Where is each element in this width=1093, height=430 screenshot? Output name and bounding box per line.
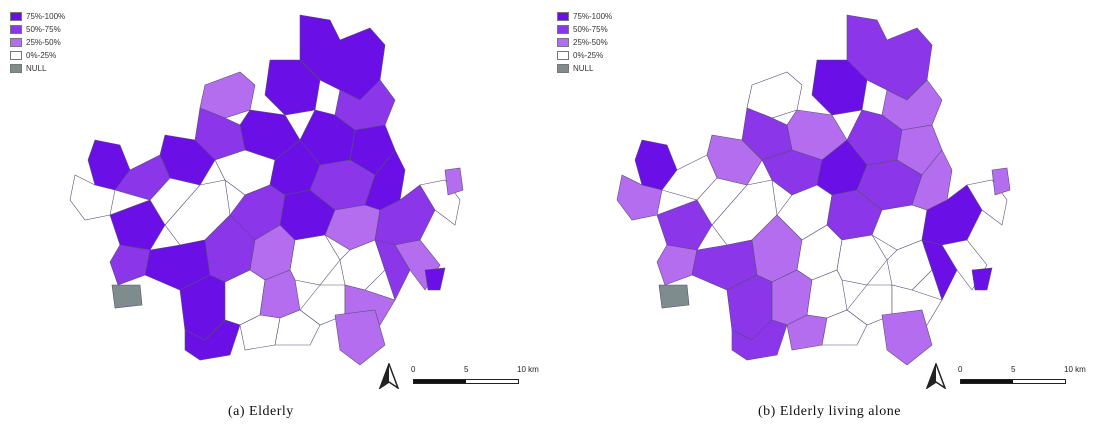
- legend-swatch: [10, 25, 22, 34]
- legend-item: 0%-25%: [10, 49, 65, 62]
- legend-item: 75%-100%: [557, 10, 612, 23]
- map-legend: 75%-100% 50%-75% 25%-50% 0%-25% NULL: [10, 10, 65, 75]
- legend-label: 50%-75%: [573, 25, 608, 34]
- legend-item: 75%-100%: [10, 10, 65, 23]
- scale-track: [960, 379, 1066, 384]
- legend-label: 75%-100%: [573, 12, 613, 21]
- legend-swatch: [557, 38, 569, 47]
- legend-item: NULL: [557, 62, 612, 75]
- map-panel-elderly-living-alone: 75%-100% 50%-75% 25%-50% 0%-25% NULL 0 5…: [547, 0, 1093, 430]
- scale-tick-label: 0: [411, 365, 416, 374]
- legend-item: 0%-25%: [557, 49, 612, 62]
- legend-label: 75%-100%: [26, 12, 66, 21]
- map-legend: 75%-100% 50%-75% 25%-50% 0%-25% NULL: [557, 10, 612, 75]
- legend-swatch: [10, 51, 22, 60]
- legend-item: 50%-75%: [10, 23, 65, 36]
- scale-tick-label: 10 km: [517, 365, 539, 374]
- scale-tick-label: 5: [1011, 365, 1016, 374]
- scale-fill: [961, 380, 1013, 383]
- legend-label: 50%-75%: [26, 25, 61, 34]
- legend-label: 0%-25%: [573, 51, 604, 60]
- choropleth-map: [69, 14, 464, 366]
- legend-label: 25%-50%: [26, 38, 61, 47]
- legend-swatch: [557, 64, 569, 73]
- city-districts: [616, 14, 1011, 366]
- legend-item: 50%-75%: [557, 23, 612, 36]
- panel-caption: (a) Elderly: [228, 404, 294, 419]
- legend-item: 25%-50%: [557, 36, 612, 49]
- legend-item: 25%-50%: [10, 36, 65, 49]
- legend-swatch: [10, 38, 22, 47]
- legend-swatch: [10, 12, 22, 21]
- legend-label: NULL: [573, 64, 594, 73]
- scale-tick-label: 10 km: [1064, 365, 1086, 374]
- choropleth-map: [616, 14, 1011, 366]
- legend-label: 0%-25%: [26, 51, 57, 60]
- north-arrow-icon: [378, 363, 400, 389]
- map-panel-elderly: 75%-100% 50%-75% 25%-50% 0%-25% NULL 0 5…: [0, 0, 546, 430]
- legend-label: NULL: [26, 64, 47, 73]
- scale-bar: 0 5 10 km: [958, 365, 1090, 389]
- legend-item: NULL: [10, 62, 65, 75]
- panel-caption: (b) Elderly living alone: [758, 404, 902, 419]
- scale-track: [413, 379, 519, 384]
- legend-swatch: [557, 12, 569, 21]
- north-arrow-icon: [925, 363, 947, 389]
- legend-swatch: [10, 64, 22, 73]
- city-districts: [69, 14, 464, 366]
- scale-fill: [414, 380, 466, 383]
- scale-bar: 0 5 10 km: [411, 365, 543, 389]
- legend-swatch: [557, 51, 569, 60]
- legend-label: 25%-50%: [573, 38, 608, 47]
- legend-swatch: [557, 25, 569, 34]
- scale-tick-label: 5: [464, 365, 469, 374]
- scale-tick-label: 0: [958, 365, 963, 374]
